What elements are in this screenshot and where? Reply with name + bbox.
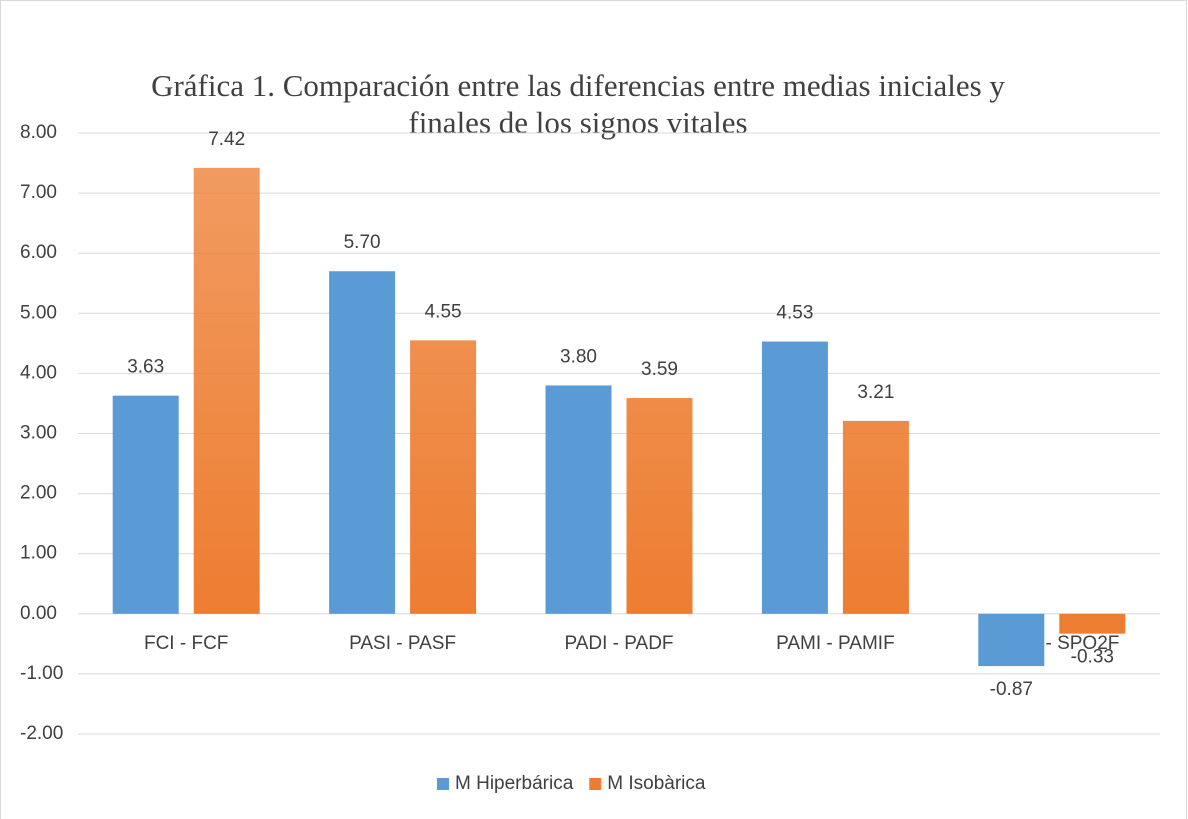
- x-tick-label: FCI - FCF: [144, 633, 228, 654]
- bar: [1059, 613, 1126, 634]
- data-label: -0.33: [1071, 647, 1114, 668]
- chart-title: finales de los signos vitales: [408, 105, 747, 140]
- data-label: 5.70: [344, 232, 381, 253]
- y-tick-label: 5.00: [20, 302, 57, 323]
- y-tick-label: 7.00: [20, 182, 57, 203]
- data-label: 3.80: [560, 346, 597, 367]
- y-tick-label: -2.00: [20, 723, 63, 744]
- y-tick-label: 1.00: [20, 543, 57, 564]
- y-tick-label: 8.00: [20, 122, 57, 143]
- bar: [626, 398, 693, 614]
- legend-label: M Hiperbárica: [455, 773, 574, 794]
- y-tick-label: 4.00: [20, 362, 57, 383]
- data-label: 7.42: [208, 129, 245, 150]
- y-tick-label: -1.00: [20, 663, 63, 684]
- data-label: -0.87: [990, 679, 1033, 700]
- y-tick-label: 6.00: [20, 242, 57, 263]
- bar: [112, 395, 179, 614]
- y-tick-label: 0.00: [20, 603, 57, 624]
- data-label: 3.21: [857, 382, 894, 403]
- bar: [329, 271, 396, 614]
- x-tick-label: PASI - PASF: [349, 633, 456, 654]
- y-tick-label: 2.00: [20, 483, 57, 504]
- y-tick-label: 3.00: [20, 423, 57, 444]
- data-label: 4.53: [776, 303, 813, 324]
- chart-title: Gráfica 1. Comparación entre las diferen…: [151, 68, 1005, 103]
- bar: [410, 340, 477, 614]
- bar: [545, 385, 612, 614]
- data-label: 4.55: [425, 301, 462, 322]
- x-tick-label: PAMI - PAMIF: [776, 633, 895, 654]
- x-tick-label: PADI - PADF: [564, 633, 673, 654]
- bar: [193, 167, 260, 614]
- data-label: 3.59: [641, 359, 678, 380]
- bar: [761, 341, 828, 614]
- legend-swatch: [437, 778, 449, 790]
- bar: [842, 420, 909, 614]
- legend-label: M Isobàrica: [607, 773, 706, 794]
- bar: [978, 613, 1045, 667]
- legend-swatch: [589, 778, 602, 790]
- data-label: 3.63: [127, 357, 164, 378]
